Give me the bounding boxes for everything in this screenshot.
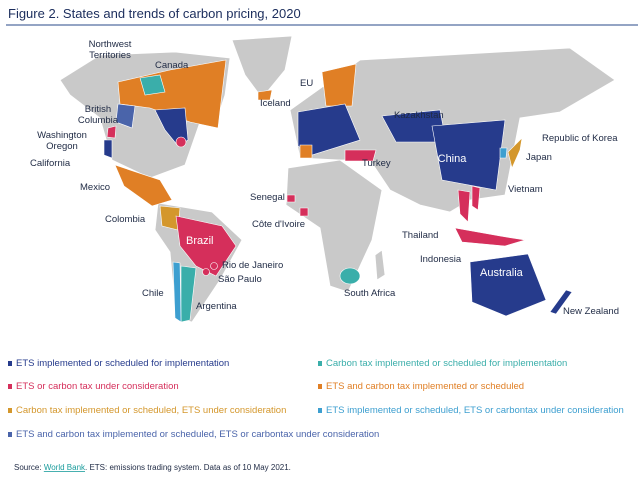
chile-region <box>172 261 182 323</box>
map-label: Turkey <box>362 158 391 169</box>
china-region <box>431 119 506 191</box>
sao-paulo-region <box>202 268 210 276</box>
greenland <box>231 35 293 99</box>
map-label: São Paulo <box>218 274 262 285</box>
california-region <box>103 139 113 159</box>
map-label: China <box>438 153 468 165</box>
map-label: Washington <box>37 130 87 141</box>
mexico-region <box>114 164 173 207</box>
map-label: Thailand <box>402 230 438 241</box>
map-label: Rio de Janeiro <box>222 260 283 271</box>
map-label: Chile <box>142 288 164 299</box>
legend: ETS implemented or scheduled for impleme… <box>8 358 624 440</box>
rio-region <box>210 262 218 270</box>
map-label: Northwest <box>89 39 132 50</box>
south-africa-region <box>339 267 361 285</box>
africa <box>285 159 383 293</box>
vietnam-region <box>471 185 481 211</box>
argentina-region <box>180 265 197 323</box>
us-northeast-region <box>175 136 187 148</box>
legend-label: ETS or carbon tax under consideration <box>16 381 179 392</box>
iberia-region <box>299 144 313 159</box>
source-prefix: Source: <box>14 463 42 472</box>
eu-region <box>297 103 361 156</box>
map-label: Japan <box>526 152 552 163</box>
legend-swatch <box>8 384 12 389</box>
map-label: Colombia <box>105 214 146 225</box>
map <box>59 35 616 323</box>
source: Source: World Bank. ETS: emissions tradi… <box>14 463 291 472</box>
legend-label: ETS and carbon tax implemented or schedu… <box>16 429 379 440</box>
legend-swatch <box>8 432 12 437</box>
map-label: Mexico <box>80 182 110 193</box>
nordics-region <box>321 63 357 107</box>
map-label: Brazil <box>186 235 214 247</box>
map-label: Indonesia <box>420 254 462 265</box>
map-label: EU <box>300 78 313 89</box>
senegal-region <box>286 194 296 203</box>
indonesia-region <box>454 227 526 247</box>
legend-label: ETS implemented or scheduled, ETS or car… <box>326 405 624 416</box>
new-zealand-region <box>549 289 573 315</box>
map-label: Canada <box>155 60 189 71</box>
map-label: Kazakhstan <box>394 110 444 121</box>
british-columbia-region <box>115 103 136 129</box>
source-rest: . ETS: emissions trading system. Data as… <box>85 463 291 472</box>
thailand-region <box>457 189 471 223</box>
cote-divoire-region <box>299 207 309 217</box>
map-label: Argentina <box>196 301 237 312</box>
brazil-region <box>175 215 237 277</box>
legend-label: ETS and carbon tax implemented or schedu… <box>326 381 524 392</box>
legend-label: Carbon tax implemented or scheduled for … <box>326 358 567 369</box>
australia-region <box>469 253 547 317</box>
legend-swatch <box>8 408 12 413</box>
map-label: Republic of Korea <box>542 133 618 144</box>
map-label: Territories <box>89 50 131 61</box>
map-label: New Zealand <box>563 306 619 317</box>
legend-label: ETS implemented or scheduled for impleme… <box>16 358 229 369</box>
title: Figure 2. States and trends of carbon pr… <box>8 6 301 21</box>
korea-region <box>499 147 508 159</box>
legend-swatch <box>318 384 322 389</box>
source-link[interactable]: World Bank <box>44 463 86 472</box>
turkey-region <box>344 149 377 162</box>
northwest-territories-region <box>139 74 166 96</box>
map-label: Côte d'Ivoire <box>252 219 305 230</box>
legend-label: Carbon tax implemented or scheduled, ETS… <box>16 405 286 416</box>
japan-region <box>507 137 523 169</box>
legend-swatch <box>318 408 322 413</box>
iceland-region <box>257 89 273 101</box>
map-label: Columbia <box>78 115 119 126</box>
map-label: Iceland <box>260 98 291 109</box>
madagascar <box>374 249 386 281</box>
legend-swatch <box>8 361 12 366</box>
washington-region <box>106 125 117 139</box>
map-label: British <box>85 104 111 115</box>
map-label: South Africa <box>344 288 396 299</box>
map-label: Senegal <box>250 192 285 203</box>
map-label: Vietnam <box>508 184 543 195</box>
map-label: California <box>30 158 71 169</box>
legend-swatch <box>318 361 322 366</box>
map-label: Australia <box>480 267 524 279</box>
map-label: Oregon <box>46 141 78 152</box>
